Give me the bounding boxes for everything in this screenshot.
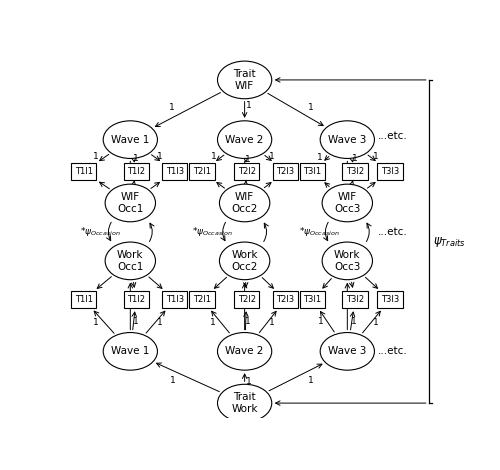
Bar — [162, 291, 188, 308]
Ellipse shape — [320, 121, 374, 158]
Text: WIF
Occ2: WIF Occ2 — [232, 192, 258, 214]
Text: Wave 1: Wave 1 — [111, 134, 150, 145]
Bar — [300, 291, 325, 308]
Text: T1I3: T1I3 — [166, 167, 184, 176]
Text: WIF
Occ1: WIF Occ1 — [117, 192, 143, 214]
Ellipse shape — [105, 242, 156, 280]
Bar — [378, 291, 402, 308]
Text: Work
Occ2: Work Occ2 — [232, 250, 258, 272]
Text: 1: 1 — [373, 318, 379, 327]
Ellipse shape — [322, 184, 372, 222]
Text: T1I1: T1I1 — [75, 167, 93, 176]
Text: *$\psi_{Occasion}$: *$\psi_{Occasion}$ — [80, 226, 120, 238]
Text: 1: 1 — [170, 103, 175, 112]
Ellipse shape — [218, 333, 272, 370]
Text: Work
Occ1: Work Occ1 — [117, 250, 143, 272]
Bar — [124, 291, 148, 308]
Text: 1: 1 — [246, 101, 252, 110]
Text: T1I1: T1I1 — [75, 295, 93, 304]
Text: 1: 1 — [210, 318, 216, 327]
Ellipse shape — [320, 333, 374, 370]
Text: 1: 1 — [92, 318, 98, 327]
Text: 1: 1 — [373, 152, 378, 161]
Text: T3I1: T3I1 — [304, 295, 322, 304]
Text: T2I2: T2I2 — [238, 167, 256, 176]
Bar — [272, 163, 298, 180]
Ellipse shape — [220, 242, 270, 280]
Text: 1: 1 — [133, 316, 138, 326]
Bar — [234, 291, 259, 308]
Ellipse shape — [103, 333, 158, 370]
Text: T2I1: T2I1 — [193, 295, 211, 304]
Text: 1: 1 — [352, 155, 358, 164]
Text: Work
Occ3: Work Occ3 — [334, 250, 360, 272]
Text: 1: 1 — [351, 317, 357, 326]
Text: ...etc.: ...etc. — [378, 346, 408, 356]
Text: 1: 1 — [308, 103, 314, 112]
Bar — [190, 291, 214, 308]
Text: Wave 3: Wave 3 — [328, 134, 366, 145]
Text: T3I3: T3I3 — [381, 167, 399, 176]
Text: WIF
Occ3: WIF Occ3 — [334, 192, 360, 214]
Ellipse shape — [103, 121, 158, 158]
Text: 1: 1 — [245, 316, 250, 326]
Text: 1: 1 — [269, 152, 275, 161]
Text: 1: 1 — [246, 376, 252, 386]
Bar — [71, 163, 96, 180]
Text: 1: 1 — [93, 152, 99, 161]
Text: 1: 1 — [318, 317, 323, 326]
Text: T1I3: T1I3 — [166, 295, 184, 304]
Ellipse shape — [322, 242, 372, 280]
Text: T3I3: T3I3 — [381, 295, 399, 304]
Text: T3I1: T3I1 — [304, 167, 322, 176]
Text: 1: 1 — [170, 376, 175, 384]
Bar — [190, 163, 214, 180]
Ellipse shape — [105, 184, 156, 222]
Text: 1: 1 — [245, 155, 250, 164]
Text: T1I2: T1I2 — [127, 167, 145, 176]
Text: Trait
Work: Trait Work — [232, 392, 258, 414]
Bar — [378, 163, 402, 180]
Ellipse shape — [218, 61, 272, 99]
Text: 1: 1 — [210, 152, 216, 161]
Text: T2I1: T2I1 — [193, 167, 211, 176]
Bar — [342, 163, 367, 180]
Bar — [272, 291, 298, 308]
Text: T3I2: T3I2 — [346, 295, 364, 304]
Text: 1: 1 — [308, 376, 314, 384]
Text: 1: 1 — [157, 318, 163, 327]
Bar — [71, 291, 96, 308]
Text: Trait
WIF: Trait WIF — [234, 69, 256, 91]
Bar — [162, 163, 188, 180]
Text: Wave 2: Wave 2 — [226, 346, 264, 356]
Ellipse shape — [218, 384, 272, 422]
Text: $\psi_{Traits}$: $\psi_{Traits}$ — [434, 235, 466, 249]
Bar — [300, 163, 325, 180]
Text: T1I2: T1I2 — [127, 295, 145, 304]
Ellipse shape — [218, 121, 272, 158]
Text: T3I2: T3I2 — [346, 167, 364, 176]
Text: ...etc.: ...etc. — [378, 131, 408, 141]
Text: 1: 1 — [270, 318, 275, 327]
Text: ...etc.: ...etc. — [378, 227, 408, 237]
Text: T2I2: T2I2 — [238, 295, 256, 304]
Text: T2I3: T2I3 — [276, 295, 294, 304]
Text: 1: 1 — [318, 153, 323, 162]
Text: *$\psi_{Occasion}$: *$\psi_{Occasion}$ — [192, 226, 233, 238]
Text: Wave 2: Wave 2 — [226, 134, 264, 145]
Text: T2I3: T2I3 — [276, 167, 294, 176]
Text: Wave 1: Wave 1 — [111, 346, 150, 356]
Ellipse shape — [220, 184, 270, 222]
Bar — [124, 163, 148, 180]
Bar — [234, 163, 259, 180]
Text: *$\psi_{Occasion}$: *$\psi_{Occasion}$ — [299, 226, 340, 238]
Text: 1: 1 — [157, 152, 162, 161]
Text: Wave 3: Wave 3 — [328, 346, 366, 356]
Text: 1: 1 — [133, 155, 139, 164]
Bar — [342, 291, 367, 308]
